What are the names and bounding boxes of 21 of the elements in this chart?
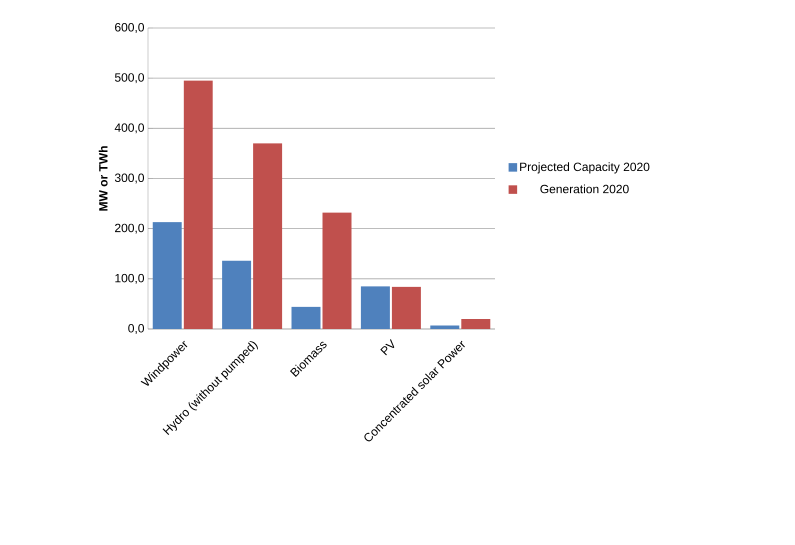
bar: [184, 80, 213, 329]
y-tick-label: 600,0: [115, 23, 144, 33]
y-axis-title: MW or TWh: [98, 146, 108, 211]
y-tick-label: 0,0: [128, 324, 144, 334]
y-tick-label: 100,0: [115, 274, 144, 284]
legend-label: Projected Capacity 2020: [520, 162, 650, 174]
y-tick-label: 200,0: [115, 224, 144, 234]
bar: [430, 325, 460, 329]
bar: [322, 212, 352, 329]
bar: [292, 306, 320, 329]
y-tick-label: 400,0: [114, 123, 144, 134]
legend-label: Generation 2020: [540, 184, 629, 194]
bar: [222, 260, 252, 329]
bar: [360, 286, 390, 329]
y-tick-label: 500,0: [114, 73, 144, 84]
bar: [461, 318, 490, 329]
bar: [253, 143, 282, 329]
y-tick-label: 300,0: [114, 174, 144, 184]
x-tick-label: PV: [380, 339, 394, 356]
bar: [392, 286, 421, 329]
bar: [152, 222, 182, 329]
